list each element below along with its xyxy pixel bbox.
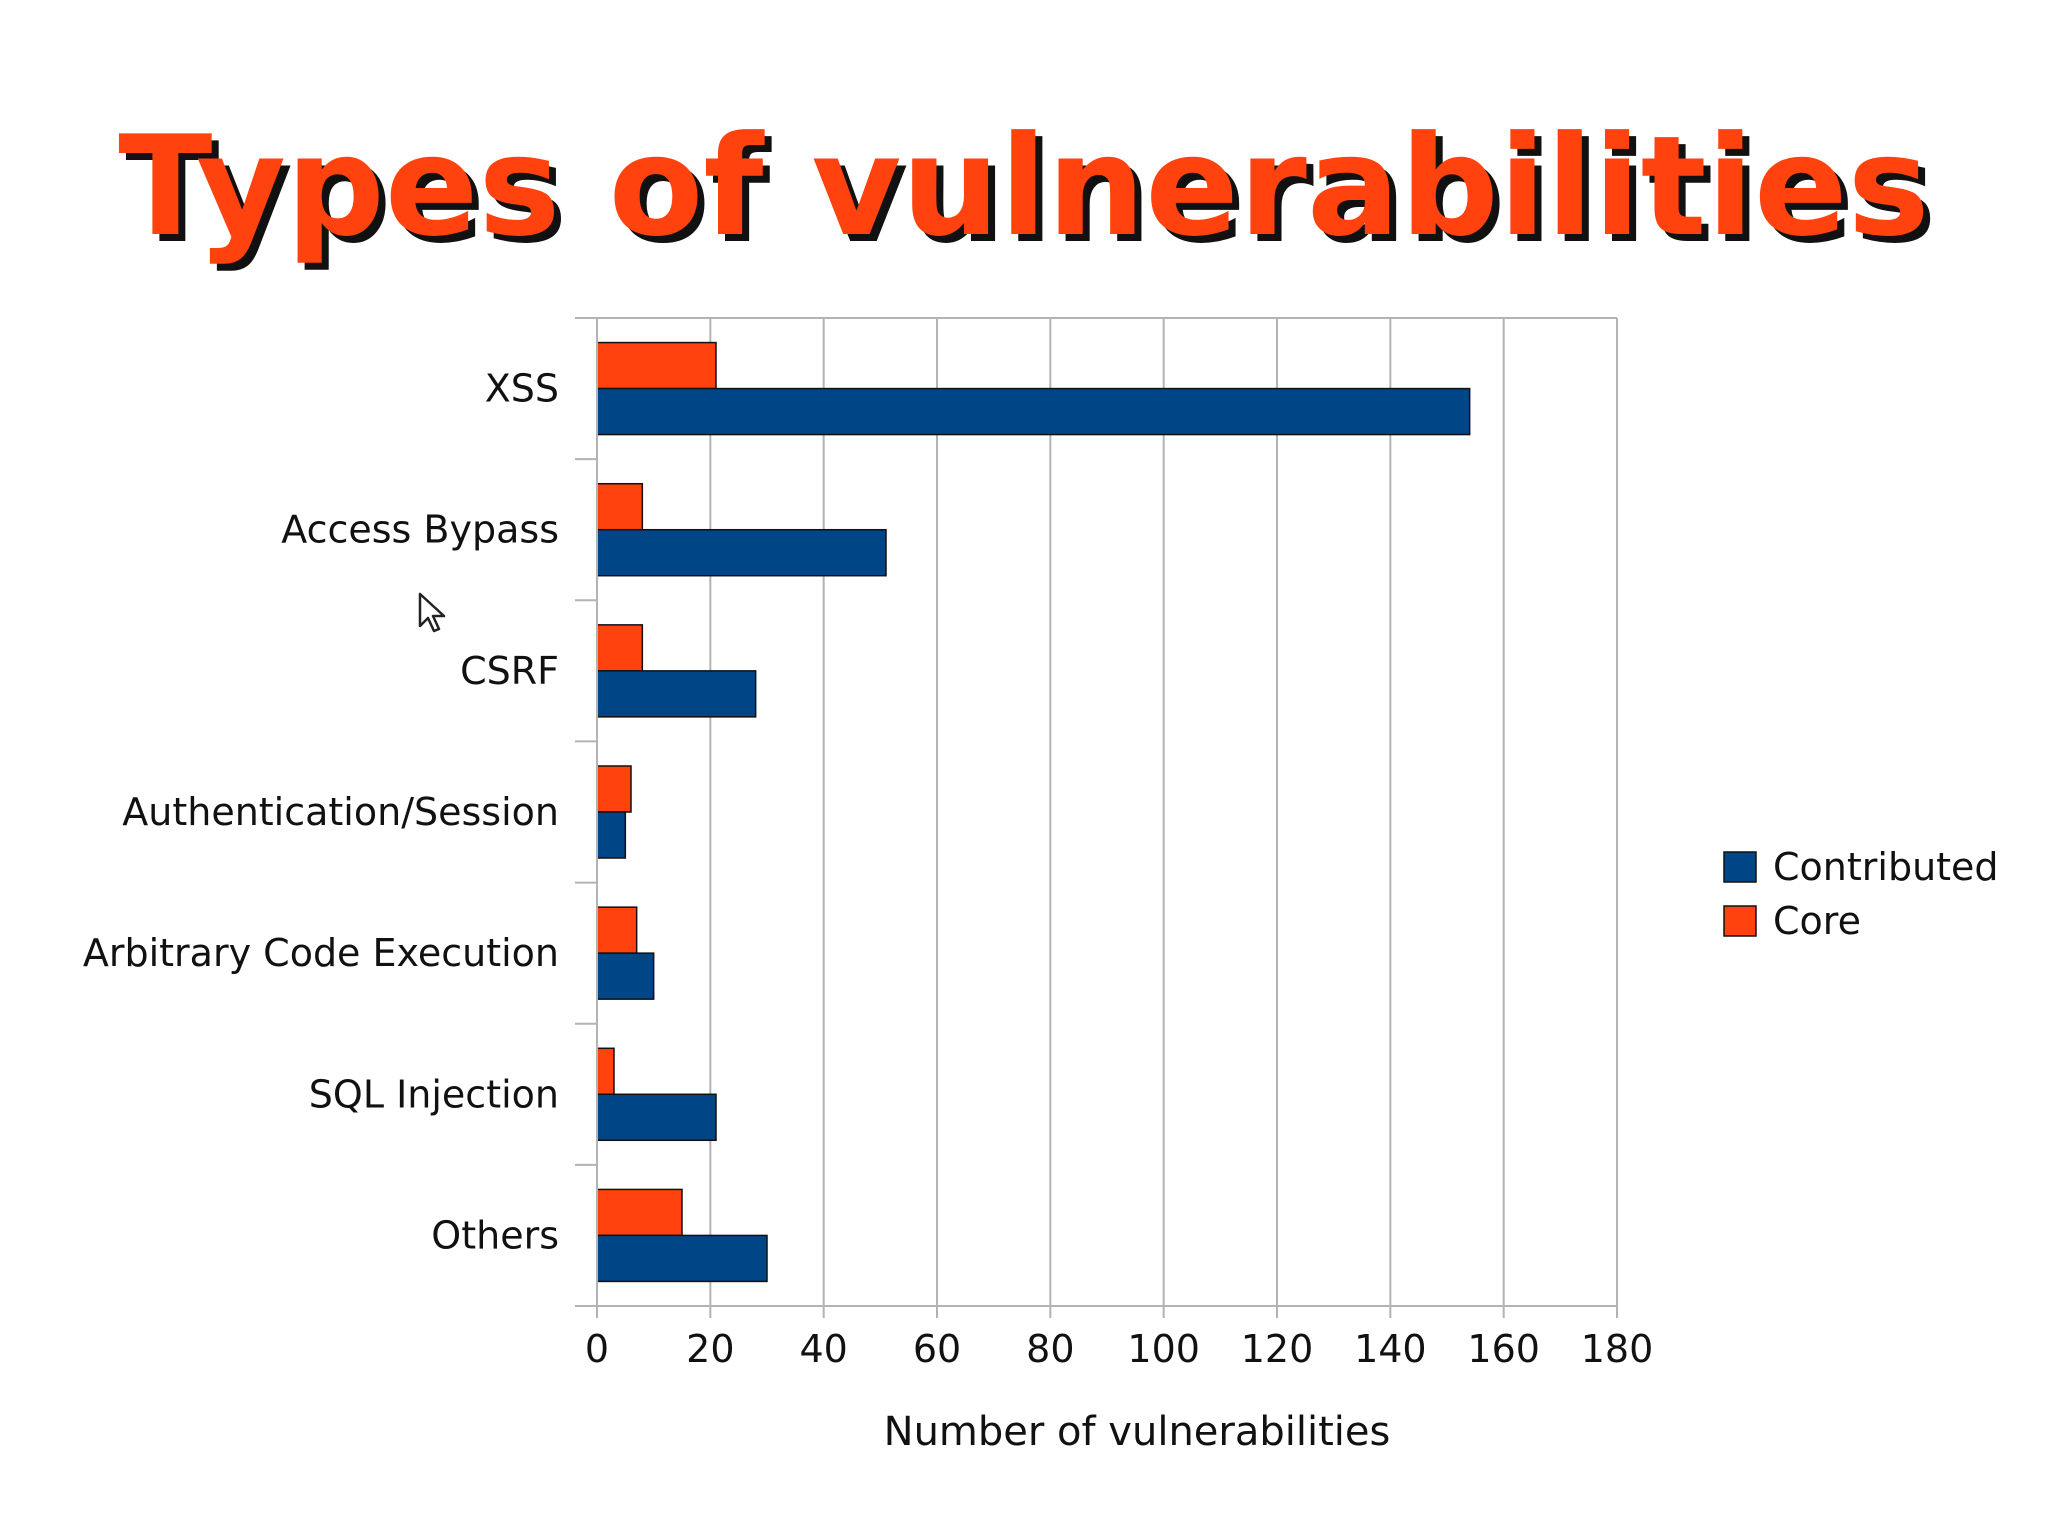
x-tick-label: 20: [686, 1327, 734, 1371]
slide-title: Types of vulnerabilities: [118, 106, 1930, 267]
legend-label: Core: [1773, 899, 1861, 943]
category-label: Others: [431, 1213, 559, 1257]
bar-contributed: [596, 387, 1471, 436]
legend-label: Contributed: [1773, 845, 1999, 889]
x-tick-label: 160: [1467, 1327, 1540, 1371]
bar-core: [596, 1047, 615, 1096]
bar-contributed: [596, 528, 887, 577]
x-tick-label: 100: [1127, 1327, 1200, 1371]
category-label: Arbitrary Code Execution: [83, 931, 559, 975]
bars-layer: [596, 341, 1471, 1283]
category-label: XSS: [485, 367, 559, 411]
category-label: Access Bypass: [281, 508, 559, 552]
x-tick-label: 140: [1354, 1327, 1427, 1371]
grid-layer: [709, 318, 1618, 1306]
legend-swatch: [1723, 851, 1757, 883]
bar-contributed: [596, 670, 757, 718]
bar-contributed: [596, 952, 655, 1000]
bar-contributed: [596, 1234, 768, 1283]
bar-core: [596, 624, 644, 672]
category-label: CSRF: [460, 649, 559, 693]
bar-core: [596, 482, 644, 531]
x-tick-label: 60: [913, 1327, 961, 1371]
x-axis-title: Number of vulnerabilities: [884, 1409, 1391, 1455]
category-label: SQL Injection: [309, 1072, 559, 1116]
category-label: Authentication/Session: [122, 790, 559, 834]
legend: Contributed Core: [1723, 845, 1999, 943]
x-tick-label: 180: [1581, 1327, 1654, 1371]
bar-contributed: [596, 811, 627, 859]
bar-contributed: [596, 1093, 717, 1142]
mouse-cursor-icon: [418, 592, 446, 633]
axes-layer: [575, 317, 1618, 1318]
labels-layer: 0 20 40 60 80 100 120 140 160 180 XSS Access Bypass…: [83, 367, 1653, 1371]
x-tick-label: 80: [1026, 1327, 1074, 1371]
bar-core: [596, 1188, 683, 1237]
x-tick-label: 0: [585, 1327, 609, 1371]
bar-core: [596, 765, 632, 813]
legend-swatch: [1723, 905, 1757, 937]
bar-core: [596, 341, 717, 390]
x-tick-label: 120: [1241, 1327, 1314, 1371]
bar-core: [596, 906, 638, 954]
x-tick-label: 40: [799, 1327, 847, 1371]
